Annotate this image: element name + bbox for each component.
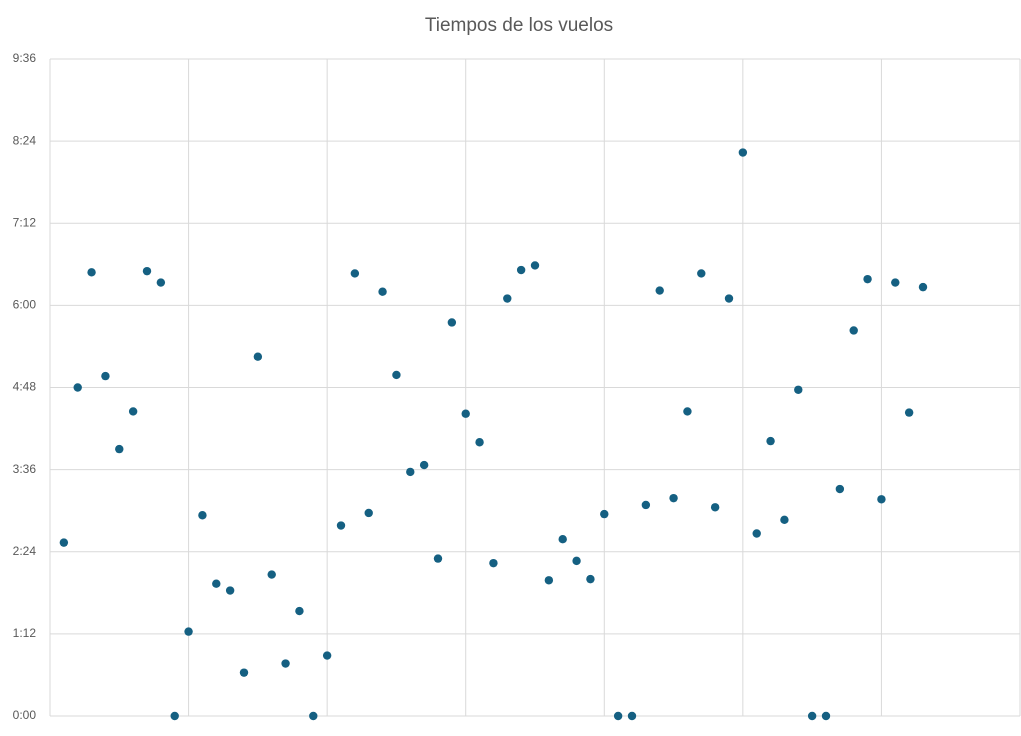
point — [295, 606, 304, 616]
point — [128, 407, 138, 416]
y-tick-label: 0:00 — [13, 708, 37, 722]
point — [710, 503, 720, 512]
point — [600, 509, 609, 519]
point — [433, 554, 443, 563]
point — [475, 438, 484, 447]
point — [281, 659, 290, 668]
y-tick-label: 2:24 — [13, 544, 37, 558]
point — [156, 278, 166, 287]
point — [447, 318, 457, 327]
point — [738, 148, 748, 157]
point — [697, 269, 706, 278]
point — [849, 326, 858, 335]
point — [267, 570, 276, 579]
point — [530, 261, 540, 270]
point — [170, 711, 179, 721]
point — [59, 538, 69, 547]
point — [807, 711, 817, 721]
point — [683, 407, 692, 416]
point — [891, 278, 900, 287]
point — [794, 385, 803, 394]
point — [115, 444, 124, 454]
point — [225, 586, 235, 595]
point — [877, 495, 886, 504]
point — [752, 529, 761, 538]
point — [544, 576, 554, 585]
point — [766, 436, 775, 446]
point — [212, 579, 221, 588]
point — [419, 460, 429, 470]
point — [863, 274, 872, 284]
point — [641, 500, 651, 510]
point — [904, 408, 914, 417]
point — [198, 511, 207, 520]
point — [336, 521, 346, 530]
point — [835, 484, 845, 494]
point — [516, 265, 526, 275]
point — [780, 515, 789, 525]
point — [572, 556, 581, 566]
point — [655, 286, 664, 295]
point — [821, 711, 831, 721]
y-tick-label: 9:36 — [13, 51, 37, 65]
y-tick-label: 4:48 — [13, 380, 37, 394]
y-tick-label: 3:36 — [13, 462, 37, 476]
point — [87, 268, 96, 277]
point — [558, 535, 567, 544]
y-tick-label: 1:12 — [13, 626, 37, 640]
y-tick-label: 7:12 — [13, 215, 37, 229]
point — [918, 282, 928, 292]
chart-title: Tiempos de los vuelos — [425, 15, 613, 36]
point — [101, 371, 110, 381]
y-tick-label: 6:00 — [13, 298, 37, 312]
point — [586, 574, 595, 584]
point — [392, 370, 401, 380]
point — [239, 668, 249, 677]
point — [669, 493, 678, 503]
point — [613, 711, 623, 721]
point — [322, 651, 332, 660]
point — [142, 266, 152, 276]
point — [184, 627, 193, 636]
point — [503, 294, 512, 303]
point — [461, 409, 470, 418]
point — [350, 269, 360, 278]
point — [378, 287, 387, 296]
point — [309, 711, 318, 721]
point — [253, 352, 263, 361]
point — [406, 467, 415, 477]
y-tick-label: 8:24 — [13, 133, 37, 147]
point — [489, 558, 498, 568]
point — [364, 508, 373, 518]
point — [73, 383, 82, 392]
point — [627, 711, 637, 721]
point — [724, 294, 734, 303]
